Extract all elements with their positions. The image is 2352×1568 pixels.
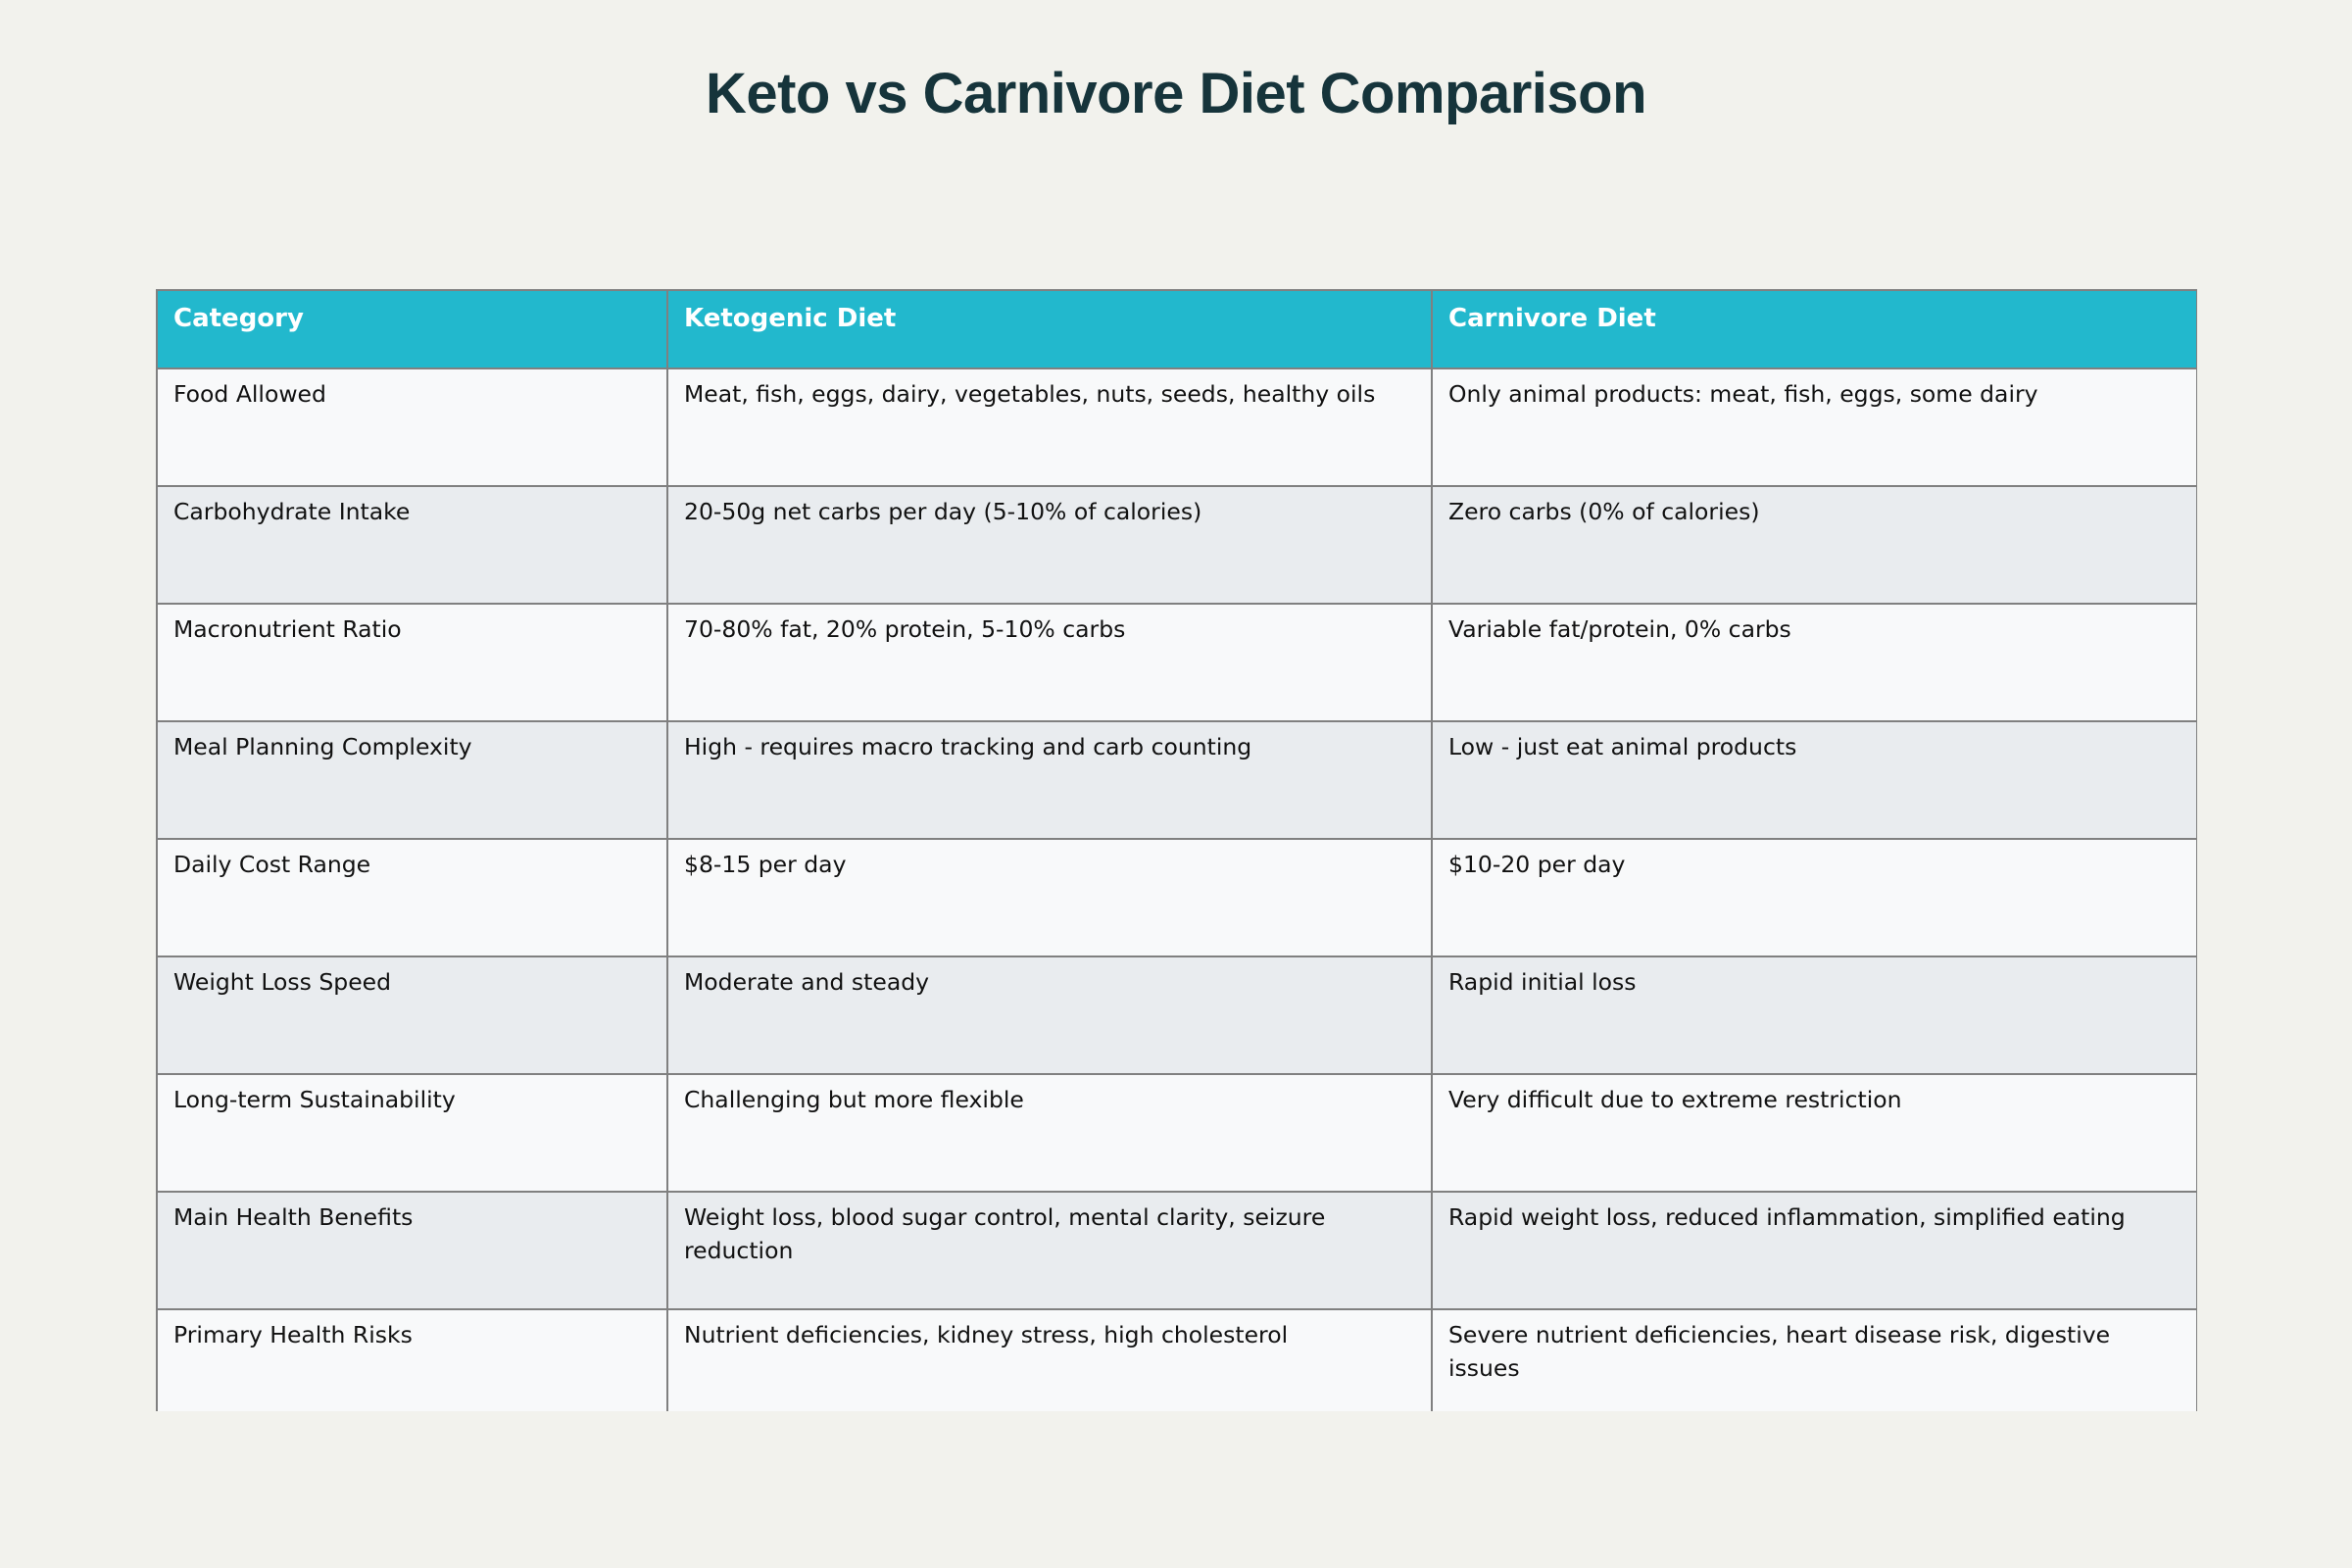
category-cell: Macronutrient Ratio — [156, 603, 668, 722]
header-ketogenic-diet: Ketogenic Diet — [666, 289, 1433, 369]
keto-cell: 20-50g net carbs per day (5-10% of calor… — [666, 485, 1433, 605]
table-row: Daily Cost Range $8-15 per day $10-20 pe… — [156, 838, 2197, 957]
page-title: Keto vs Carnivore Diet Comparison — [705, 62, 1647, 125]
header-category: Category — [156, 289, 668, 369]
carnivore-cell: Only animal products: meat, fish, eggs, … — [1431, 368, 2197, 487]
keto-cell: High - requires macro tracking and carb … — [666, 720, 1433, 840]
category-cell: Main Health Benefits — [156, 1191, 668, 1310]
table-row: Meal Planning Complexity High - requires… — [156, 720, 2197, 840]
table-row: Food Allowed Meat, fish, eggs, dairy, ve… — [156, 368, 2197, 487]
header-carnivore-diet: Carnivore Diet — [1431, 289, 2197, 369]
category-cell: Long-term Sustainability — [156, 1073, 668, 1193]
table-row: Carbohydrate Intake 20-50g net carbs per… — [156, 485, 2197, 605]
keto-cell: $8-15 per day — [666, 838, 1433, 957]
category-cell: Primary Health Risks — [156, 1308, 668, 1411]
table-row: Main Health Benefits Weight loss, blood … — [156, 1191, 2197, 1310]
carnivore-cell: Severe nutrient deficiencies, heart dise… — [1431, 1308, 2197, 1411]
carnivore-cell: Very difficult due to extreme restrictio… — [1431, 1073, 2197, 1193]
table-row: Weight Loss Speed Moderate and steady Ra… — [156, 956, 2197, 1075]
carnivore-cell: Low - just eat animal products — [1431, 720, 2197, 840]
carnivore-cell: Rapid weight loss, reduced inflammation,… — [1431, 1191, 2197, 1310]
keto-cell: 70-80% fat, 20% protein, 5-10% carbs — [666, 603, 1433, 722]
table-header-row: Category Ketogenic Diet Carnivore Diet — [156, 289, 2197, 369]
carnivore-cell: Rapid initial loss — [1431, 956, 2197, 1075]
carnivore-cell: $10-20 per day — [1431, 838, 2197, 957]
carnivore-cell: Variable fat/protein, 0% carbs — [1431, 603, 2197, 722]
table-row: Primary Health Risks Nutrient deficienci… — [156, 1308, 2197, 1411]
keto-cell: Challenging but more flexible — [666, 1073, 1433, 1193]
carnivore-cell: Zero carbs (0% of calories) — [1431, 485, 2197, 605]
comparison-table-container: Category Ketogenic Diet Carnivore Diet F… — [156, 289, 2197, 1411]
keto-cell: Weight loss, blood sugar control, mental… — [666, 1191, 1433, 1310]
keto-cell: Moderate and steady — [666, 956, 1433, 1075]
category-cell: Meal Planning Complexity — [156, 720, 668, 840]
table-row: Long-term Sustainability Challenging but… — [156, 1073, 2197, 1193]
category-cell: Weight Loss Speed — [156, 956, 668, 1075]
keto-cell: Nutrient deficiencies, kidney stress, hi… — [666, 1308, 1433, 1411]
comparison-table: Category Ketogenic Diet Carnivore Diet F… — [156, 289, 2197, 1411]
keto-cell: Meat, fish, eggs, dairy, vegetables, nut… — [666, 368, 1433, 487]
table-row: Macronutrient Ratio 70-80% fat, 20% prot… — [156, 603, 2197, 722]
category-cell: Food Allowed — [156, 368, 668, 487]
category-cell: Daily Cost Range — [156, 838, 668, 957]
category-cell: Carbohydrate Intake — [156, 485, 668, 605]
